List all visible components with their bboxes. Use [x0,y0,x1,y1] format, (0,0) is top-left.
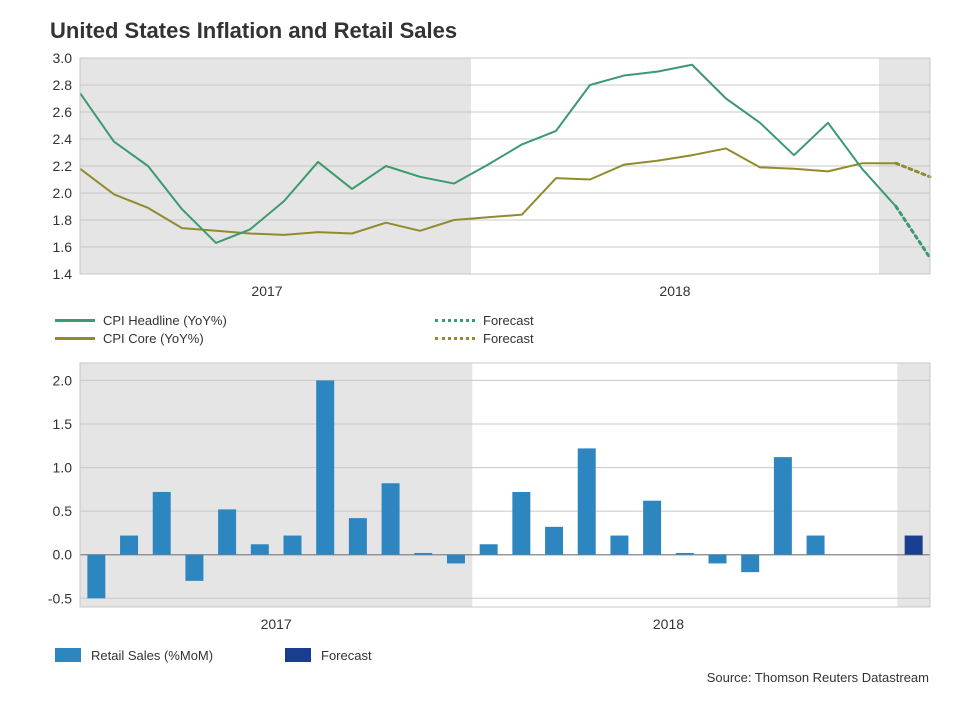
svg-text:-0.5: -0.5 [48,590,72,606]
bottom-legend: Retail Sales (%MoM) Forecast [55,646,935,664]
svg-text:2.4: 2.4 [53,131,73,147]
svg-text:2018: 2018 [659,283,690,299]
chart-title: United States Inflation and Retail Sales [50,18,935,44]
svg-text:2.8: 2.8 [53,77,73,93]
legend-cpi-core: CPI Core (YoY%) [103,331,204,346]
svg-text:2017: 2017 [261,616,292,632]
legend-cpi-headline-forecast: Forecast [483,313,534,328]
svg-text:1.8: 1.8 [53,212,73,228]
svg-text:1.5: 1.5 [53,416,73,432]
legend-retail: Retail Sales (%MoM) [91,648,213,663]
svg-text:0.0: 0.0 [53,547,73,563]
legend-retail-forecast: Forecast [321,648,372,663]
svg-text:2.2: 2.2 [53,158,73,174]
svg-text:2.0: 2.0 [53,372,73,388]
svg-text:2.6: 2.6 [53,104,73,120]
svg-text:0.5: 0.5 [53,503,73,519]
svg-text:1.4: 1.4 [53,266,73,282]
svg-text:2.0: 2.0 [53,185,73,201]
source-attribution: Source: Thomson Reuters Datastream [25,670,929,685]
svg-text:1.0: 1.0 [53,460,73,476]
legend-cpi-core-forecast: Forecast [483,331,534,346]
svg-text:3.0: 3.0 [53,52,73,66]
top-chart: 1.4 1.6 1.8 2.0 2.2 2.4 2.6 2.8 3.0 2017 2018 [25,52,935,307]
bottom-chart: -0.5 0.0 0.5 1.0 1.5 2.0 2017 2018 [25,357,935,642]
legend-cpi-headline: CPI Headline (YoY%) [103,313,227,328]
top-legend: CPI Headline (YoY%) Forecast CPI Core (Y… [55,311,935,347]
svg-text:2017: 2017 [251,283,282,299]
svg-text:2018: 2018 [653,616,684,632]
svg-text:1.6: 1.6 [53,239,73,255]
